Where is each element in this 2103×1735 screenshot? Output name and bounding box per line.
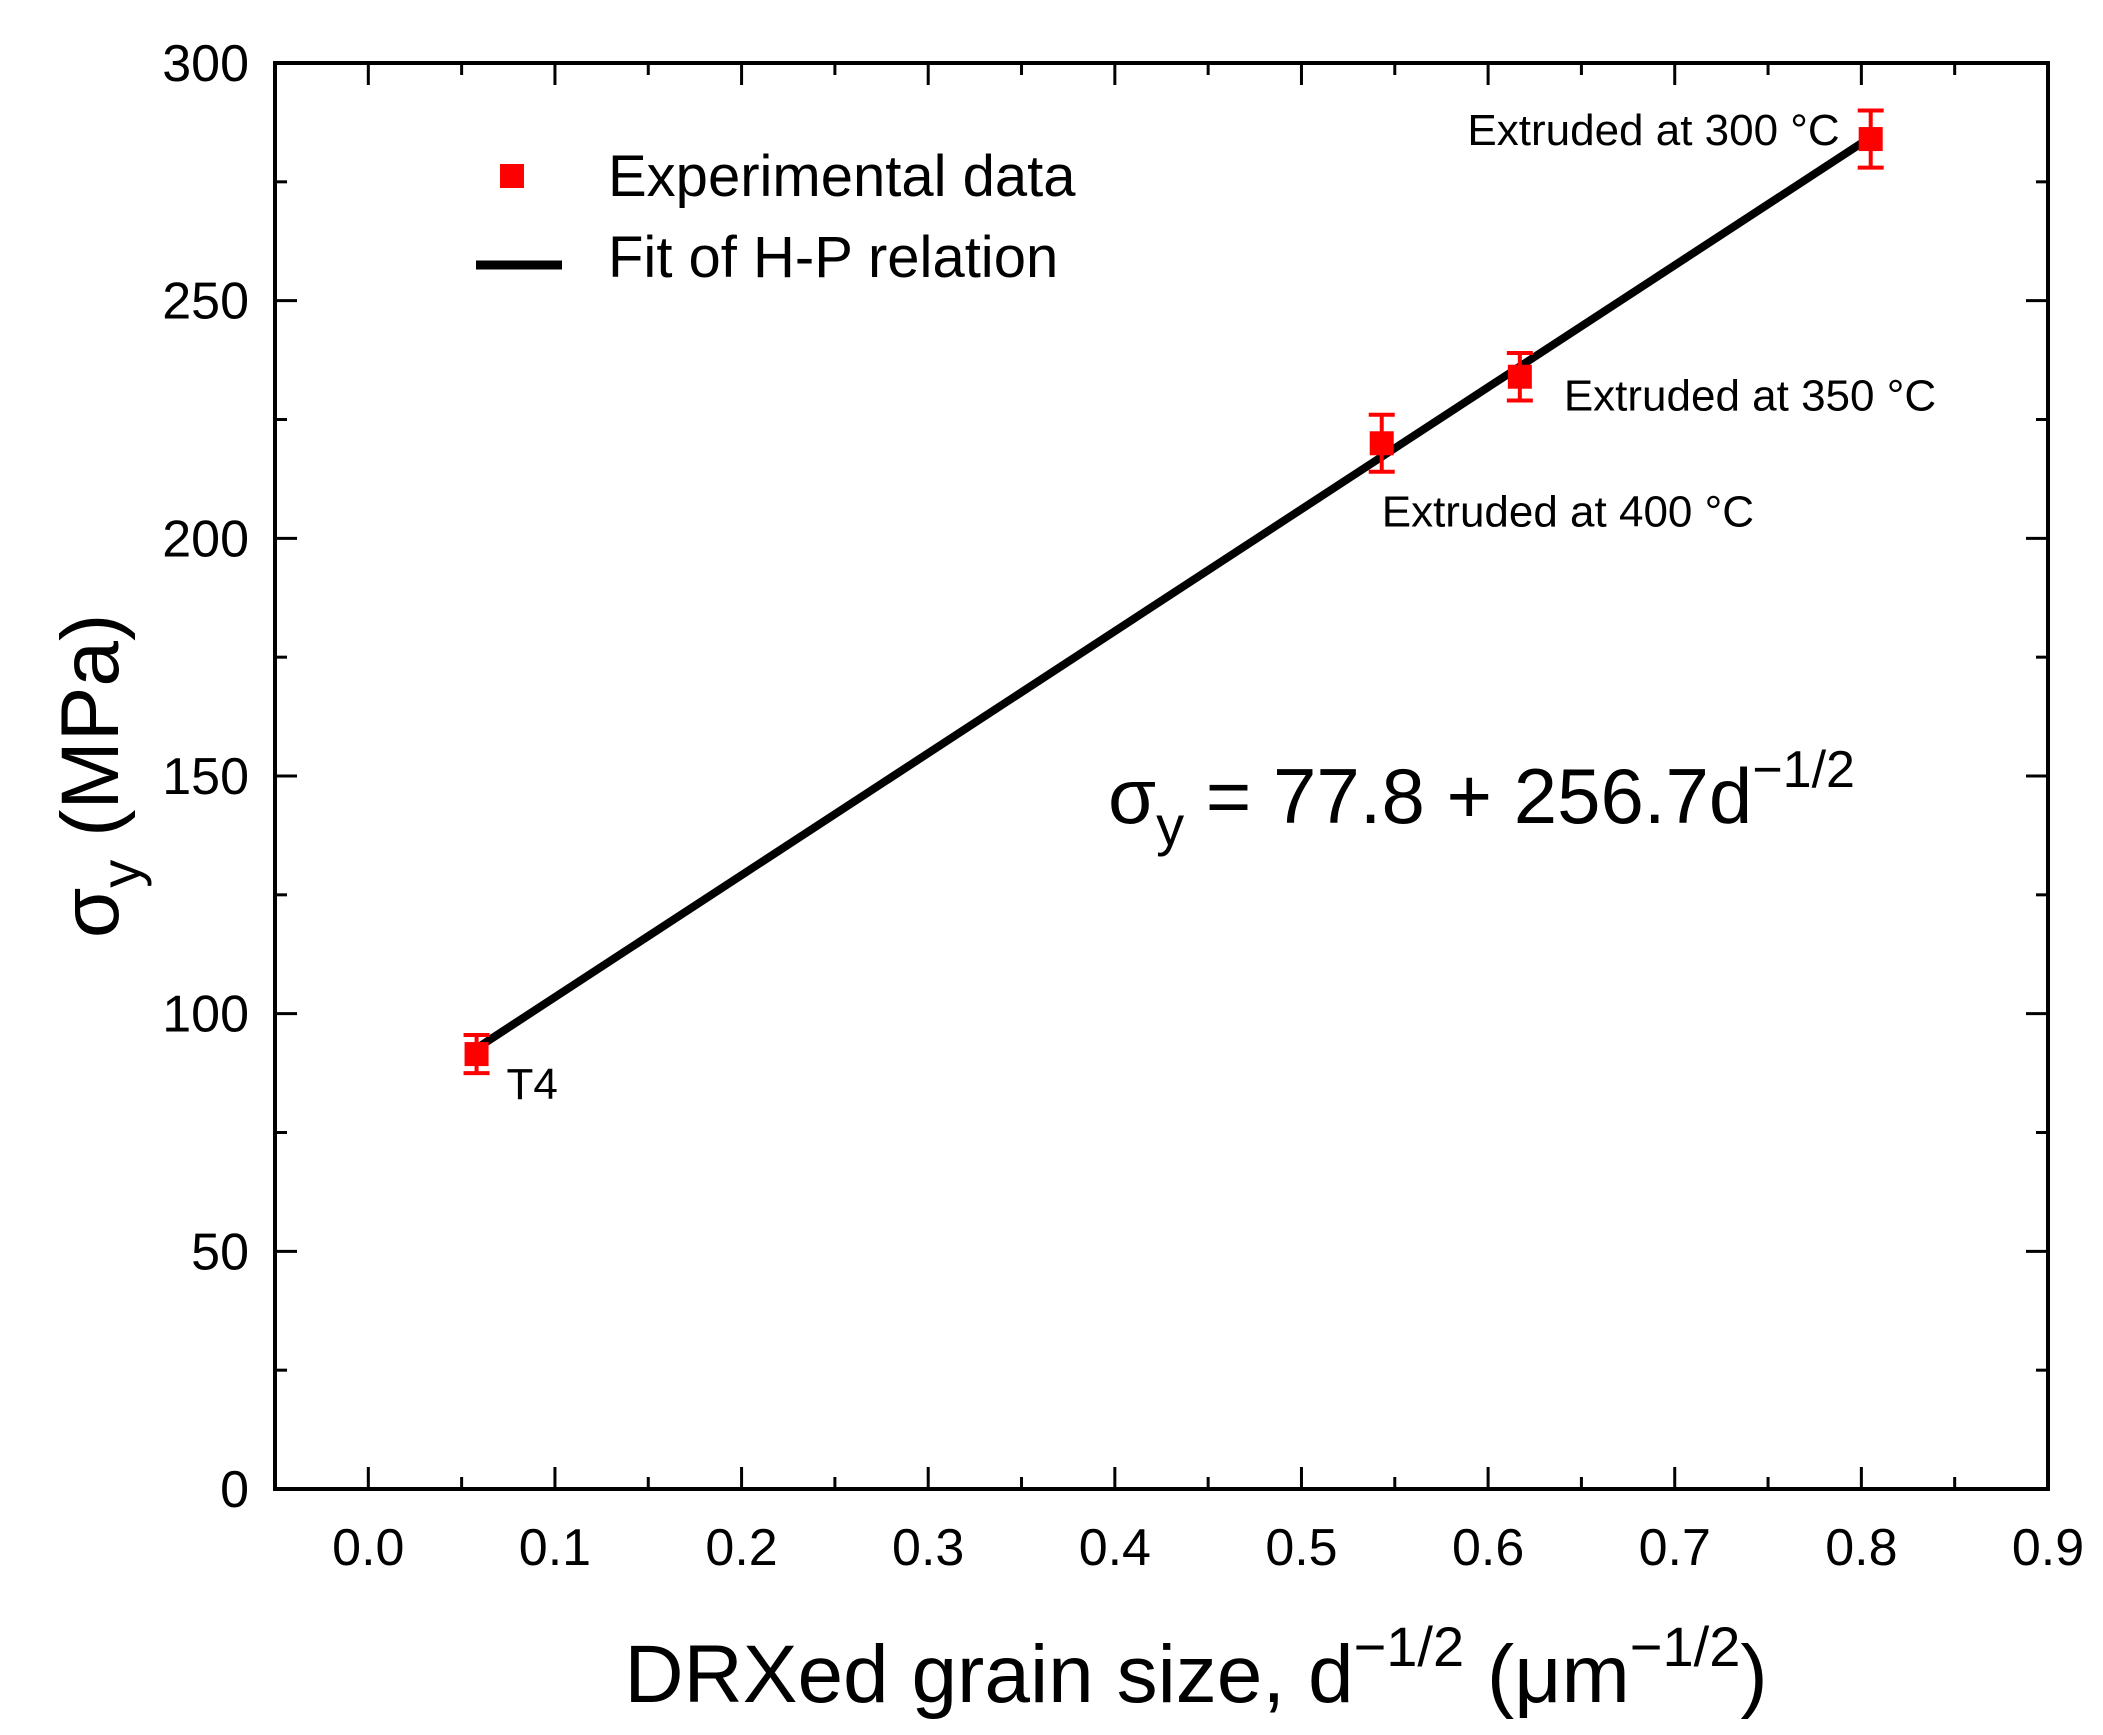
y-tick-label: 150 (162, 748, 249, 806)
x-axis-title-unit-open: (μm (1464, 1629, 1630, 1720)
y-tick-label: 0 (220, 1461, 249, 1519)
legend: Experimental data Fit of H-P relation (476, 144, 1076, 290)
y-tick-label: 200 (162, 510, 249, 568)
fit-layer (474, 133, 1873, 1052)
x-tick-label: 0.1 (519, 1519, 591, 1577)
x-tick-label: 0.5 (1265, 1519, 1337, 1577)
y-axis-title-unit: (MPa) (45, 614, 136, 860)
legend-marker-experimental (500, 164, 524, 188)
data-point (1368, 412, 1395, 474)
data-marker (1858, 127, 1883, 152)
legend-label-experimental: Experimental data (608, 144, 1076, 209)
fit-line (474, 133, 1873, 1052)
x-tick-label: 0.2 (705, 1519, 777, 1577)
equation-superscript: −1/2 (1752, 741, 1855, 799)
x-axis-title: DRXed grain size, d−1/2 (μm−1/2) (624, 1615, 1767, 1720)
x-tick-label: 0.0 (332, 1519, 404, 1577)
data-marker (1507, 364, 1532, 389)
x-axis-title-sup: −1/2 (1354, 1615, 1465, 1678)
point-annotation: T4 (507, 1060, 558, 1109)
equation-symbol: σ (1108, 752, 1156, 840)
data-marker (1369, 431, 1394, 456)
x-axis-title-main: DRXed grain size, d (624, 1629, 1353, 1720)
y-tick-label: 300 (162, 35, 249, 93)
y-tick-label: 100 (162, 986, 249, 1044)
data-point (463, 1033, 490, 1076)
data-marker (464, 1042, 489, 1067)
equation-body: = 77.8 + 256.7d (1184, 752, 1752, 840)
annotation-layer: T4 Extruded at 400 °C Extruded at 350 °C Ex… (507, 106, 1937, 1109)
point-annotation: Extruded at 350 °C (1564, 372, 1936, 421)
x-tick-label: 0.6 (1452, 1519, 1524, 1577)
y-axis-title: σy (MPa) (45, 614, 152, 939)
y-axis-title-symbol: σ (45, 888, 136, 939)
tick-marks (275, 61, 2050, 1491)
data-point (1506, 350, 1533, 403)
x-tick-label: 0.9 (2012, 1519, 2084, 1577)
equation-subscript: y (1156, 794, 1184, 857)
x-tick-label: 0.4 (1079, 1519, 1151, 1577)
fit-equation: σy = 77.8 + 256.7d−1/2 (1108, 741, 1855, 857)
x-tick-label: 0.8 (1825, 1519, 1897, 1577)
legend-label-fit: Fit of H-P relation (608, 225, 1058, 290)
x-axis-title-unit-sup: −1/2 (1630, 1615, 1741, 1678)
data-point (1857, 108, 1884, 170)
x-axis-title-unit-close: ) (1740, 1629, 1767, 1720)
x-tick-label: 0.7 (1639, 1519, 1711, 1577)
y-tick-label: 50 (191, 1223, 249, 1281)
y-axis-title-subscript: y (89, 860, 152, 888)
points-layer (463, 108, 1884, 1076)
y-tick-label: 250 (162, 273, 249, 331)
x-tick-labels: 0.0 0.1 0.2 0.3 0.4 0.5 0.6 0.7 0.8 0.9 (332, 1519, 2084, 1577)
point-annotation: Extruded at 400 °C (1382, 487, 1754, 536)
x-tick-label: 0.3 (892, 1519, 964, 1577)
point-annotation: Extruded at 300 °C (1467, 106, 1839, 155)
y-tick-labels: 0 50 100 150 200 250 300 (162, 35, 249, 1519)
